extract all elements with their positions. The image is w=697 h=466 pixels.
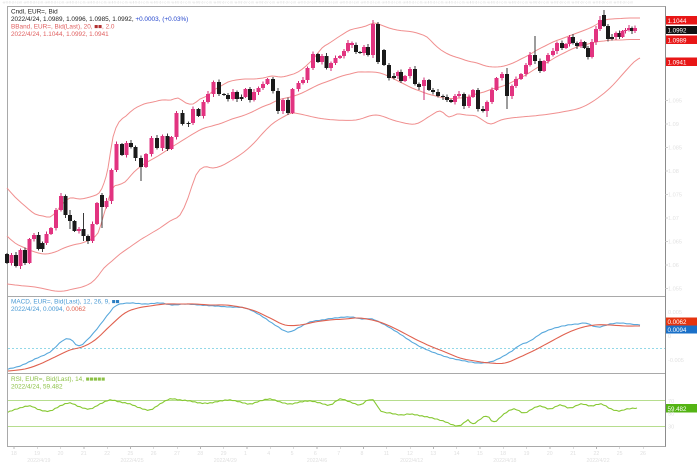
svg-text:12: 12 (407, 451, 413, 457)
svg-text:MACD, EUR=, Bid(Last), 12, 26,: MACD, EUR=, Bid(Last), 12, 26, 9, ■■ (11, 299, 120, 306)
svg-text:2022/4/24, 1.1044, 1.0992, 1.0: 2022/4/24, 1.1044, 1.0992, 1.0941 (11, 31, 109, 38)
svg-text:14: 14 (454, 451, 460, 457)
svg-text:1.1044: 1.1044 (668, 18, 687, 25)
svg-text:20: 20 (58, 451, 64, 457)
svg-text:1.075: 1.075 (668, 193, 682, 199)
svg-text:26: 26 (151, 451, 157, 457)
svg-text:25: 25 (128, 451, 134, 457)
svg-text:Cndl, EUR=, Bid: Cndl, EUR=, Bid (11, 9, 58, 16)
svg-text:1.055: 1.055 (668, 287, 682, 293)
svg-text:29: 29 (221, 451, 227, 457)
svg-text:2022/4/12: 2022/4/12 (400, 458, 423, 464)
svg-text:1.0992: 1.0992 (668, 28, 687, 35)
svg-text:2022/4/19: 2022/4/19 (27, 458, 50, 464)
svg-text:RSI, EUR=, Bid(Last), 14, ■■■■: RSI, EUR=, Bid(Last), 14, ■■■■■ (11, 376, 105, 383)
svg-text:6: 6 (314, 451, 317, 457)
svg-text:0.0094: 0.0094 (668, 327, 687, 334)
svg-text:19: 19 (34, 451, 40, 457)
svg-text:2022/4/18: 2022/4/18 (493, 458, 516, 464)
svg-text:0: 0 (668, 334, 671, 340)
svg-text:22: 22 (594, 451, 600, 457)
svg-text:1.09: 1.09 (668, 122, 679, 128)
svg-text:BBand, EUR=, Bid(Last), 20, ■: BBand, EUR=, Bid(Last), 20, ■■, 2.0 (11, 24, 115, 31)
svg-text:18: 18 (11, 451, 17, 457)
svg-text:1.085: 1.085 (668, 146, 682, 152)
svg-text:13: 13 (430, 451, 436, 457)
svg-text:1.095: 1.095 (668, 99, 682, 105)
svg-text:2022/4/29: 2022/4/29 (214, 458, 237, 464)
svg-text:70: 70 (668, 399, 674, 405)
svg-text:28: 28 (197, 451, 203, 457)
svg-text:5: 5 (291, 451, 294, 457)
svg-text:18: 18 (500, 451, 506, 457)
svg-text:1.0941: 1.0941 (668, 60, 687, 67)
svg-text:50: 50 (668, 412, 674, 418)
svg-text:1.0989: 1.0989 (668, 38, 687, 45)
svg-text:19: 19 (524, 451, 530, 457)
svg-text:0.005: 0.005 (668, 310, 682, 316)
svg-text:2022/4/24, 59.482: 2022/4/24, 59.482 (11, 384, 63, 391)
svg-text:0.0062: 0.0062 (668, 319, 687, 326)
svg-text:27: 27 (174, 451, 180, 457)
svg-text:21: 21 (81, 451, 87, 457)
svg-text:15: 15 (477, 451, 483, 457)
svg-text:26: 26 (640, 451, 646, 457)
svg-text:1: 1 (244, 451, 247, 457)
svg-text:1.07: 1.07 (668, 216, 679, 222)
svg-text:8: 8 (361, 451, 364, 457)
svg-text:7: 7 (337, 451, 340, 457)
svg-text:2022/4/22: 2022/4/22 (587, 458, 610, 464)
svg-text:2022/4/24, 0.0094, 0.0062: 2022/4/24, 0.0094, 0.0062 (11, 306, 86, 313)
svg-text:4: 4 (267, 451, 270, 457)
svg-text:25: 25 (617, 451, 623, 457)
svg-text:1.08: 1.08 (668, 169, 679, 175)
svg-text:30: 30 (668, 425, 674, 431)
svg-text:·w·ll·tr·d·r·c·m ·w·ll·tr·d·r·: ·w·ll·tr·d·r·c·m ·w·ll·tr·d·r·c·m ·w·ll·… (2, 1, 633, 5)
svg-text:2022/4/6: 2022/4/6 (307, 458, 327, 464)
svg-text:21: 21 (570, 451, 576, 457)
svg-text:1.06: 1.06 (668, 263, 679, 269)
svg-text:-0.005: -0.005 (668, 358, 684, 364)
svg-text:22: 22 (104, 451, 110, 457)
svg-text:20: 20 (547, 451, 553, 457)
svg-text:1.065: 1.065 (668, 240, 682, 246)
svg-text:2022/4/24, 1.0989, 1.0996, 1.0: 2022/4/24, 1.0989, 1.0996, 1.0985, 1.099… (11, 16, 188, 23)
svg-text:59.482: 59.482 (668, 406, 687, 413)
svg-text:11: 11 (384, 451, 389, 457)
svg-text:2022/4/25: 2022/4/25 (121, 458, 144, 464)
